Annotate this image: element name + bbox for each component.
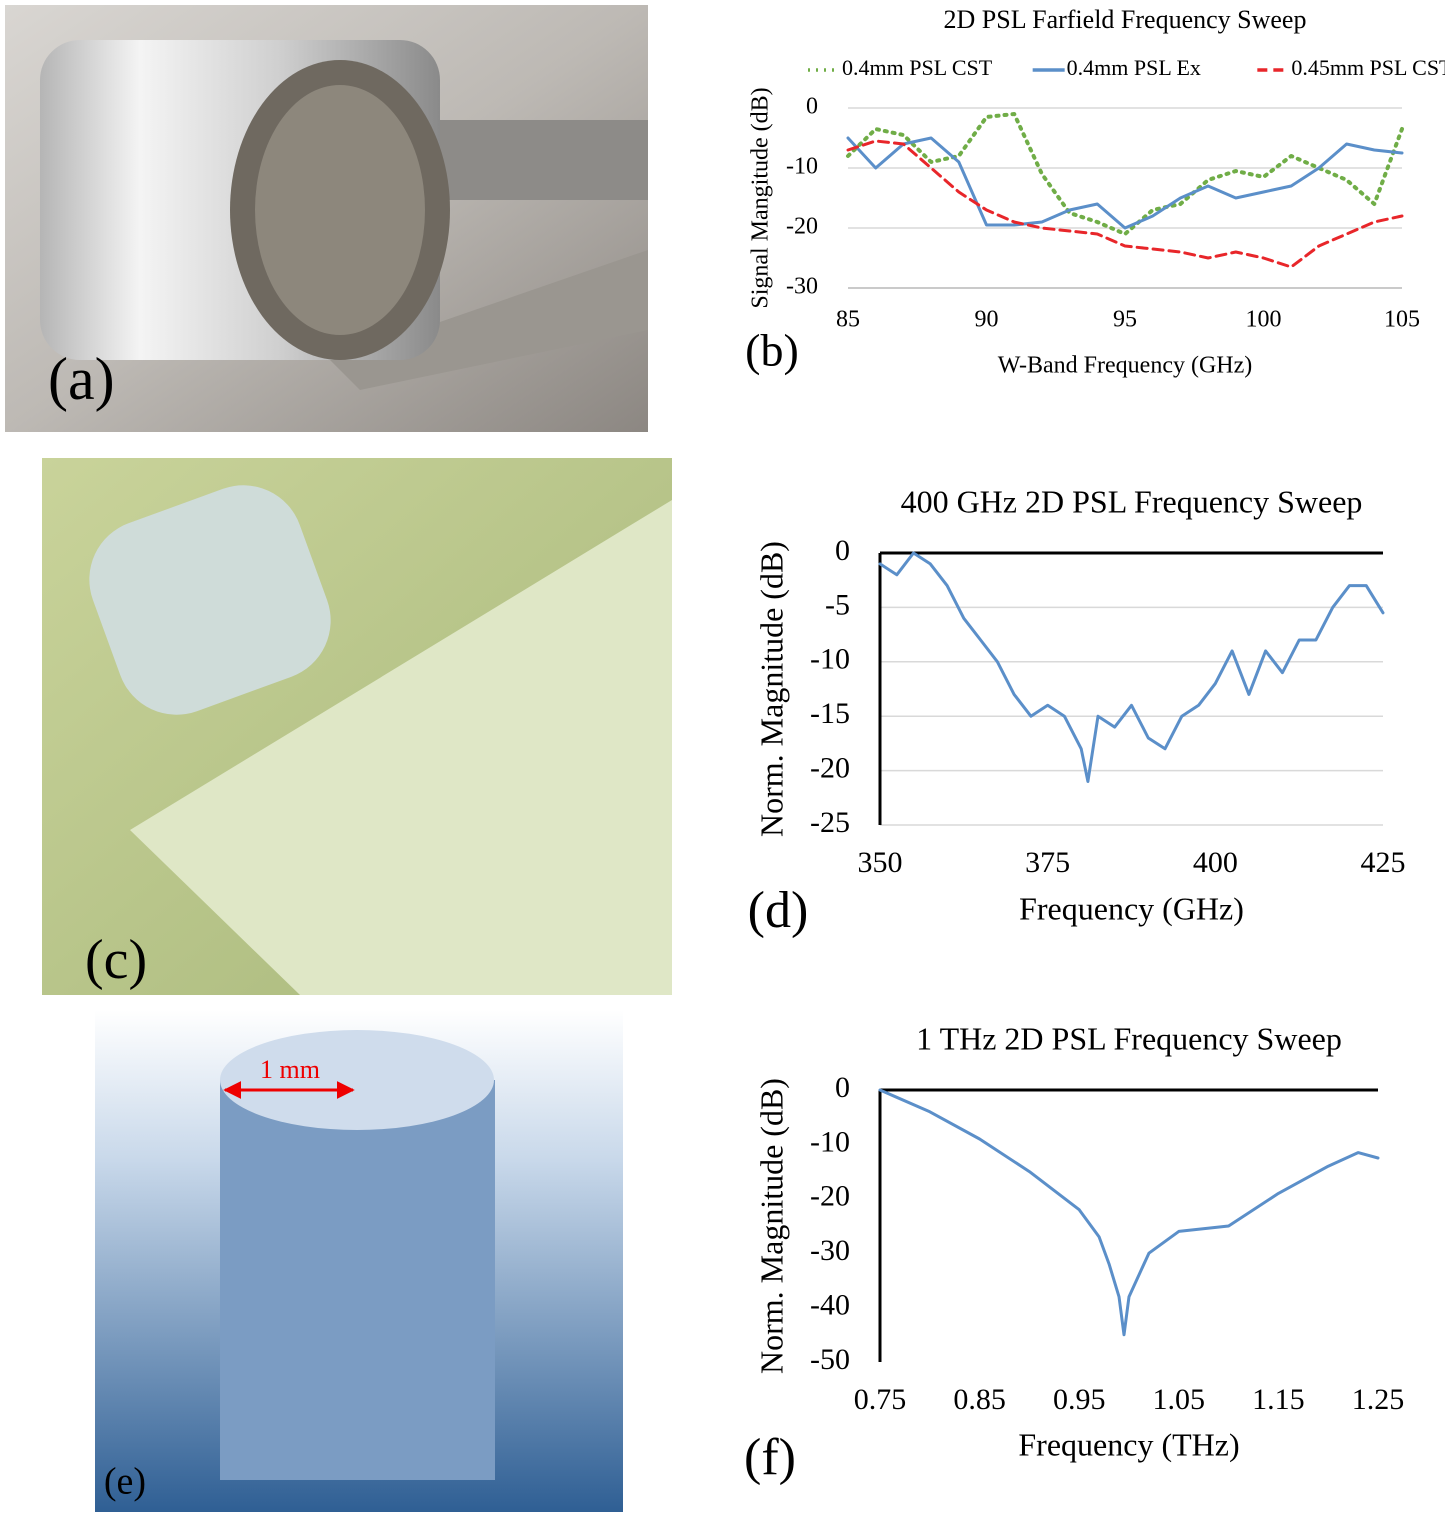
x-tick-label: 400: [1193, 846, 1238, 879]
y-tick-label: 0: [835, 1071, 850, 1104]
x-tick-label: 90: [975, 307, 999, 333]
y-tick-label: -25: [810, 806, 850, 839]
panel-label: (a): [48, 346, 115, 412]
y-axis-label: Signal Mangitude (dB): [748, 87, 774, 308]
x-axis-label: W-Band Frequency (GHz): [998, 353, 1253, 379]
legend-label: 0.45mm PSL CST: [1291, 55, 1445, 80]
photo-c: (c): [42, 458, 672, 995]
x-tick-label: 105: [1384, 307, 1420, 333]
chart-title: 2D PSL Farfield Frequency Sweep: [944, 5, 1307, 34]
x-tick-label: 425: [1361, 846, 1406, 879]
x-tick-label: 0.85: [953, 1383, 1006, 1416]
y-tick-label: -5: [825, 588, 850, 621]
y-tick-label: -50: [810, 1343, 850, 1376]
x-tick-label: 95: [1113, 307, 1137, 333]
data-line: [880, 1090, 1378, 1335]
x-axis-label: Frequency (THz): [1018, 1426, 1239, 1462]
y-tick-label: -30: [786, 274, 818, 300]
y-tick-label: -10: [810, 1125, 850, 1158]
chart: 400 GHz 2D PSL Frequency Sweep Frequency …: [748, 483, 1406, 939]
y-tick-label: -20: [810, 751, 850, 784]
x-tick-label: 1.05: [1153, 1383, 1206, 1416]
y-tick-label: 0: [835, 534, 850, 567]
y-tick-label: -20: [786, 214, 818, 240]
x-tick-label: 100: [1246, 307, 1282, 333]
chart-title: 1 THz 2D PSL Frequency Sweep: [916, 1020, 1342, 1056]
data-line: [848, 138, 1402, 228]
y-tick-label: -30: [810, 1234, 850, 1267]
x-tick-label: 375: [1025, 846, 1070, 879]
x-tick-label: 85: [836, 307, 860, 333]
y-tick-label: -10: [810, 643, 850, 676]
chart: 1 THz 2D PSL Frequency Sweep Frequency (T…: [744, 1020, 1404, 1486]
panel-label: (c): [85, 929, 147, 991]
chart-title: 400 GHz 2D PSL Frequency Sweep: [901, 483, 1363, 519]
x-tick-label: 0.75: [854, 1383, 907, 1416]
chart: 2D PSL Farfield Frequency Sweep W-Band Fr…: [745, 5, 1445, 379]
panel-label: (d): [748, 882, 809, 939]
data-line: [880, 553, 1383, 782]
legend-label: 0.4mm PSL Ex: [1067, 55, 1201, 80]
x-axis-label: Frequency (GHz): [1019, 890, 1244, 926]
x-tick-label: 0.95: [1053, 1383, 1106, 1416]
y-tick-label: -10: [786, 154, 818, 180]
x-tick-label: 1.25: [1352, 1383, 1405, 1416]
x-tick-label: 1.15: [1252, 1383, 1305, 1416]
y-tick-label: -40: [810, 1288, 850, 1321]
panel-label: (f): [744, 1429, 796, 1486]
y-axis-label: Norm. Magnitude (dB): [753, 541, 789, 837]
photo-a: (a): [5, 5, 648, 432]
figure: (a) (c) 1 mm (e) 2D PSL Farfield Frequen…: [0, 0, 1445, 1514]
y-tick-label: -15: [810, 697, 850, 730]
x-tick-label: 350: [858, 846, 903, 879]
panel-label: (e): [104, 1461, 146, 1503]
panel-label: (b): [745, 325, 799, 376]
y-axis-label: Norm. Magnitude (dB): [753, 1078, 789, 1374]
legend-label: 0.4mm PSL CST: [842, 55, 993, 80]
y-tick-label: 0: [806, 94, 818, 120]
data-line: [848, 114, 1402, 234]
y-tick-label: -20: [810, 1180, 850, 1213]
scale-annotation: 1 mm: [260, 1055, 320, 1084]
photo-e: 1 mm (e): [95, 1010, 623, 1512]
